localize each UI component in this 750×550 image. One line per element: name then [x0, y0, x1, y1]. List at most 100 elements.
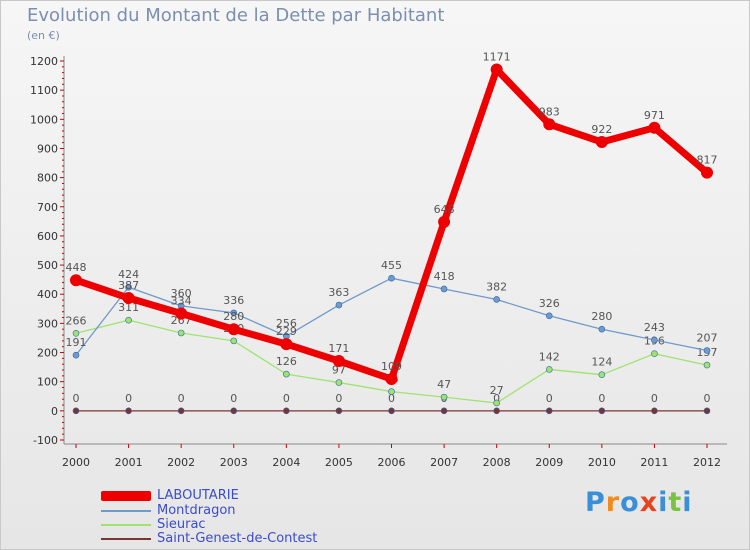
data-label-saint-genest-de-contest: 0 [651, 392, 658, 405]
y-tick-label: 1200 [30, 55, 58, 68]
legend-swatch-sieurac [101, 524, 151, 526]
logo-letter: i [658, 487, 669, 518]
logo-letter: r [605, 487, 621, 518]
logo-letter: i [682, 487, 693, 518]
logo-letter: x [639, 487, 659, 518]
data-point-saint-genest-de-contest [493, 407, 500, 415]
data-label-sieurac: 142 [539, 350, 560, 363]
data-point-laboutarie [280, 338, 293, 351]
legend-label-saint-genest: Saint-Genest-de-Contest [157, 531, 318, 546]
data-label-sieurac: 126 [276, 355, 297, 368]
data-point-montdragon [651, 336, 658, 344]
legend-swatch-saint-genest [101, 538, 151, 540]
data-label-saint-genest-de-contest: 0 [283, 392, 290, 405]
y-tick-label: 800 [37, 172, 58, 185]
data-label-sieurac: 124 [591, 356, 612, 369]
legend-label-montdragon: Montdragon [157, 503, 236, 518]
x-tick-label: 2002 [167, 456, 195, 469]
y-tick-label: 0 [51, 405, 58, 418]
x-tick-label: 2005 [325, 456, 353, 469]
data-point-laboutarie [332, 354, 345, 367]
data-label-sieurac: 97 [332, 364, 346, 377]
x-tick-label: 2008 [483, 456, 511, 469]
data-point-saint-genest-de-contest [72, 407, 80, 415]
data-label-laboutarie: 448 [66, 261, 87, 274]
data-label-sieurac: 27 [490, 384, 504, 397]
legend-swatch-montdragon [101, 510, 151, 512]
data-label-montdragon: 207 [697, 331, 718, 344]
proxiti-logo: Proxiti [585, 487, 693, 518]
data-point-laboutarie [595, 136, 608, 149]
data-label-laboutarie: 648 [434, 203, 455, 216]
data-point-laboutarie [385, 373, 398, 386]
data-point-sieurac [440, 393, 448, 401]
data-point-laboutarie [648, 121, 661, 134]
data-label-sieurac: 47 [437, 378, 451, 391]
x-tick-label: 2009 [535, 456, 563, 469]
data-point-sieurac [651, 350, 658, 358]
data-label-montdragon: 360 [171, 287, 192, 300]
data-label-laboutarie: 229 [276, 325, 297, 338]
data-point-laboutarie [438, 215, 451, 228]
data-point-sieurac [283, 370, 290, 378]
data-label-laboutarie: 387 [118, 279, 139, 292]
chart-title: Evolution du Montant de la Dette par Hab… [27, 5, 445, 26]
data-label-laboutarie: 280 [223, 310, 244, 323]
data-point-montdragon [388, 274, 395, 282]
data-point-montdragon [598, 325, 606, 333]
y-tick-label: 200 [37, 347, 58, 360]
series-line-laboutarie [72, 65, 711, 383]
data-label-montdragon: 243 [644, 321, 665, 334]
data-point-montdragon [125, 283, 132, 291]
data-point-saint-genest-de-contest [703, 407, 711, 415]
data-point-sieurac [335, 379, 343, 386]
data-point-saint-genest-de-contest [388, 407, 395, 415]
data-point-saint-genest-de-contest [545, 407, 553, 415]
data-point-sieurac [703, 361, 711, 369]
data-point-sieurac [125, 316, 132, 324]
data-point-sieurac [230, 337, 238, 345]
data-label-saint-genest-de-contest: 0 [178, 392, 185, 405]
data-point-montdragon [493, 296, 500, 303]
data-label-montdragon: 382 [486, 280, 507, 293]
data-point-sieurac [545, 366, 553, 373]
data-label-sieurac: 266 [66, 314, 87, 327]
data-point-montdragon [230, 309, 238, 317]
data-label-laboutarie: 171 [328, 342, 349, 355]
data-label-montdragon: 455 [381, 259, 402, 272]
data-label-saint-genest-de-contest: 0 [704, 392, 711, 405]
x-tick-label: 2006 [378, 456, 406, 469]
data-point-laboutarie [227, 323, 240, 336]
data-label-laboutarie: 971 [644, 109, 665, 122]
data-point-sieurac [177, 329, 185, 337]
data-label-laboutarie: 334 [171, 294, 192, 307]
data-label-montdragon: 424 [118, 268, 139, 281]
data-point-montdragon [545, 312, 553, 320]
data-label-saint-genest-de-contest: 0 [125, 392, 132, 405]
data-label-montdragon: 191 [66, 336, 87, 349]
data-label-montdragon: 256 [276, 317, 297, 330]
data-point-saint-genest-de-contest [598, 407, 606, 415]
x-tick-label: 2007 [430, 456, 458, 469]
data-label-laboutarie: 922 [591, 123, 612, 136]
data-point-laboutarie [701, 166, 713, 179]
data-label-saint-genest-de-contest: 0 [230, 392, 237, 405]
x-tick-label: 2001 [115, 456, 143, 469]
data-label-laboutarie: 1171 [483, 50, 511, 63]
data-point-sieurac [72, 329, 80, 337]
data-label-saint-genest-de-contest: 0 [493, 392, 500, 405]
data-label-montdragon: 326 [539, 297, 560, 310]
data-label-montdragon: 363 [328, 286, 349, 299]
data-label-laboutarie: 109 [381, 360, 402, 373]
data-point-saint-genest-de-contest [230, 407, 238, 415]
data-label-saint-genest-de-contest: 0 [388, 392, 395, 405]
legend-swatch-laboutarie [101, 491, 151, 501]
data-point-montdragon [72, 351, 80, 359]
data-point-laboutarie [175, 307, 188, 320]
x-tick-label: 2010 [588, 456, 616, 469]
y-tick-label: 900 [37, 142, 58, 155]
data-point-saint-genest-de-contest [177, 407, 185, 415]
data-point-saint-genest-de-contest [651, 407, 658, 415]
